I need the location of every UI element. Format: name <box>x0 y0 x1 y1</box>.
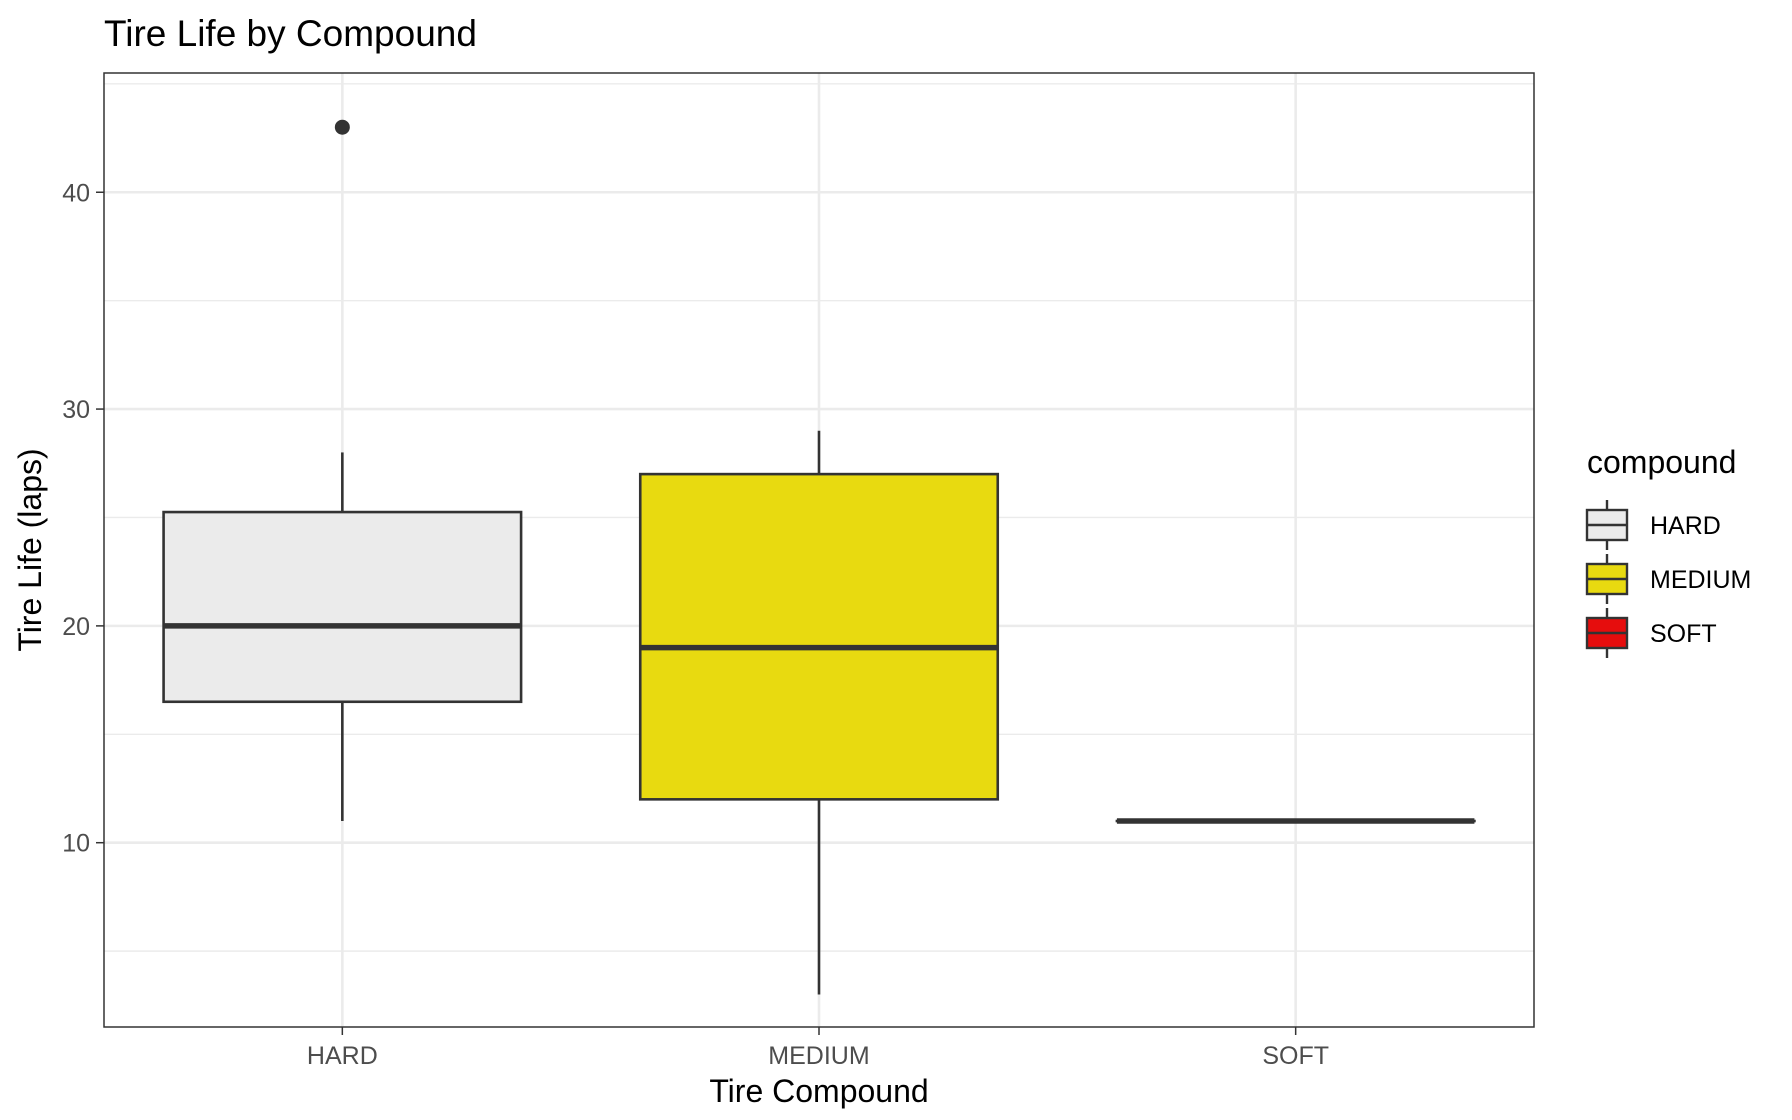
box-iqr <box>638 472 1000 801</box>
y-axis-title: Tire Life (laps) <box>12 448 48 651</box>
x-tick-label-hard: HARD <box>307 1042 378 1070</box>
x-tick-label-medium: MEDIUM <box>768 1042 869 1070</box>
legend-label-medium: MEDIUM <box>1650 566 1751 594</box>
legend-item-medium: MEDIUM <box>1585 554 1751 604</box>
legend-title: compound <box>1587 444 1736 480</box>
legend-item-soft: SOFT <box>1585 608 1717 658</box>
y-tick-label: 40 <box>62 179 90 207</box>
box-iqr <box>162 510 523 704</box>
legend-label-hard: HARD <box>1650 512 1721 540</box>
boxes <box>162 119 1476 995</box>
x-axis-title: Tire Compound <box>709 1073 928 1109</box>
legend-item-hard: HARD <box>1585 500 1721 550</box>
y-tick-label: 20 <box>62 613 90 641</box>
y-tick-label: 30 <box>62 396 90 424</box>
axes: 10 20 30 40 HARD MEDIUM SOFT <box>62 179 1329 1070</box>
chart-title: Tire Life by Compound <box>104 13 477 54</box>
box-hard <box>162 119 523 822</box>
box-medium <box>638 430 1000 995</box>
x-tick-label-soft: SOFT <box>1262 1042 1329 1070</box>
y-tick-label: 10 <box>62 830 90 858</box>
legend: compound HARD MEDIUM SOFT <box>1585 444 1751 658</box>
outlier-point <box>334 119 350 135</box>
legend-label-soft: SOFT <box>1650 620 1717 648</box>
